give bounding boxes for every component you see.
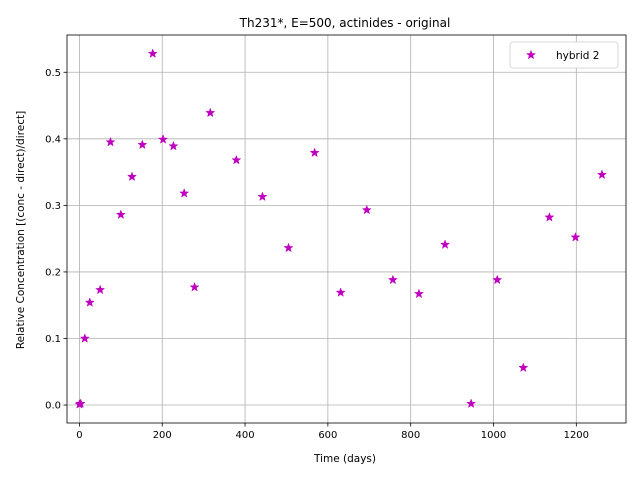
y-tick-label: 0.0 — [45, 401, 61, 412]
data-point — [335, 287, 346, 297]
data-point — [95, 284, 106, 295]
data-point — [105, 136, 116, 147]
grid — [67, 35, 626, 423]
data-point — [387, 274, 398, 285]
x-tick-label: 200 — [153, 430, 172, 441]
data-point — [168, 140, 179, 151]
y-axis-label: Relative Concentration [(conc - direct)/… — [15, 111, 27, 349]
x-axis-label: Time (days) — [313, 453, 376, 465]
legend-label: hybrid 2 — [556, 50, 599, 62]
data-point — [466, 398, 477, 409]
legend-marker-star-icon — [525, 49, 537, 60]
y-tick-label: 0.3 — [45, 201, 61, 212]
x-tick-label: 0 — [76, 430, 82, 441]
x-tick-label: 600 — [318, 430, 337, 441]
legend: hybrid 2 — [509, 41, 619, 69]
y-tick-label: 0.1 — [45, 334, 61, 345]
x-tick-label: 1200 — [564, 430, 589, 441]
data-point — [126, 171, 138, 182]
y-tick-label: 0.5 — [45, 68, 61, 79]
y-tick-label: 0.2 — [45, 267, 61, 278]
data-point — [157, 134, 169, 144]
data-point — [361, 204, 372, 215]
data-point — [205, 107, 216, 118]
data-point — [257, 191, 268, 202]
data-point — [179, 188, 190, 198]
axis-ticks: 0 200 400 600 800 1000 1200 0.0 0.1 0.2 0.3 0.4 0.5 — [45, 68, 589, 441]
data-point — [79, 333, 90, 343]
data-point — [84, 297, 95, 307]
chart-title: Th231*, E=500, actinides - original — [239, 16, 451, 30]
x-tick-label: 1000 — [481, 430, 506, 441]
x-tick-label: 400 — [236, 430, 255, 441]
data-point — [231, 154, 242, 165]
data-point — [492, 274, 503, 285]
data-point — [283, 242, 294, 253]
data-point — [137, 139, 148, 150]
data-point — [596, 169, 608, 180]
data-point — [439, 239, 451, 249]
plot-frame — [66, 34, 627, 424]
y-tick-label: 0.4 — [45, 134, 61, 145]
data-point — [147, 48, 158, 58]
series-hybrid-2 — [74, 48, 608, 409]
data-point — [518, 362, 529, 373]
x-tick-label: 800 — [401, 430, 420, 441]
data-point — [309, 147, 320, 158]
data-point — [413, 288, 425, 299]
data-point — [570, 231, 581, 242]
data-point — [115, 209, 126, 219]
data-point — [189, 281, 200, 292]
data-point — [75, 398, 86, 409]
legend-frame — [509, 41, 619, 69]
data-point — [544, 212, 555, 222]
